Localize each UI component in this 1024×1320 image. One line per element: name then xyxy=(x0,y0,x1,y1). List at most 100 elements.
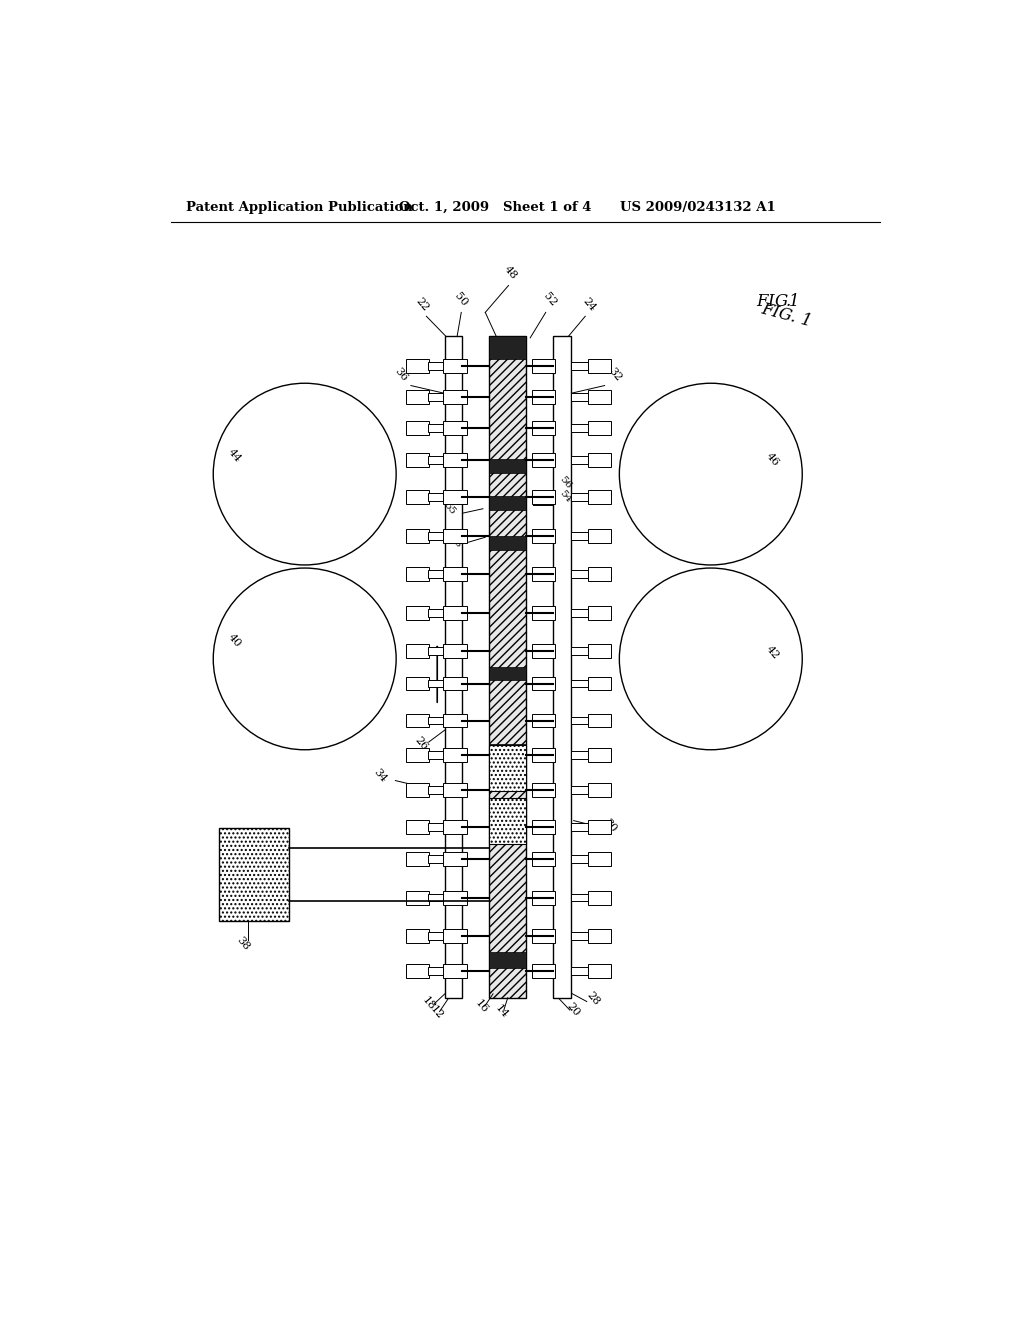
Bar xyxy=(489,797,526,843)
Bar xyxy=(570,680,588,688)
Bar xyxy=(407,568,429,581)
Text: 14: 14 xyxy=(494,1002,510,1020)
Bar xyxy=(570,647,588,655)
Bar xyxy=(588,677,611,690)
Bar xyxy=(570,494,588,502)
Bar xyxy=(407,453,429,467)
Text: 36: 36 xyxy=(392,367,410,384)
Bar xyxy=(531,748,555,762)
Bar xyxy=(588,644,611,659)
Bar xyxy=(443,891,467,904)
Bar xyxy=(428,647,445,655)
Bar xyxy=(443,644,467,659)
Bar xyxy=(489,496,526,510)
Bar xyxy=(570,717,588,725)
Text: 58: 58 xyxy=(447,533,463,549)
Bar xyxy=(570,855,588,863)
Text: 44: 44 xyxy=(226,447,244,465)
Bar xyxy=(407,783,429,797)
Text: 40: 40 xyxy=(226,632,244,649)
Text: 32: 32 xyxy=(606,367,624,384)
Circle shape xyxy=(620,383,802,565)
Bar xyxy=(443,359,467,374)
Bar xyxy=(570,570,588,578)
Bar xyxy=(489,743,526,759)
Bar xyxy=(428,570,445,578)
Text: 56: 56 xyxy=(557,475,572,491)
Bar xyxy=(443,421,467,434)
Text: 26: 26 xyxy=(413,734,429,752)
Bar xyxy=(531,490,555,504)
Bar xyxy=(407,606,429,619)
Bar xyxy=(570,894,588,902)
Bar xyxy=(570,393,588,401)
Bar xyxy=(588,359,611,374)
Bar xyxy=(531,783,555,797)
Bar xyxy=(531,929,555,942)
Bar xyxy=(588,783,611,797)
Bar xyxy=(531,644,555,659)
Text: 52: 52 xyxy=(542,290,558,309)
Bar xyxy=(588,421,611,434)
Bar xyxy=(443,783,467,797)
Text: 28: 28 xyxy=(585,990,601,1007)
Bar xyxy=(428,966,445,974)
Bar xyxy=(428,717,445,725)
Text: 34: 34 xyxy=(372,767,388,784)
Bar xyxy=(588,568,611,581)
Bar xyxy=(489,952,526,969)
Bar xyxy=(428,609,445,616)
Text: 18: 18 xyxy=(420,995,437,1012)
Bar xyxy=(407,359,429,374)
Text: .: . xyxy=(785,293,791,310)
Text: 38: 38 xyxy=(234,935,251,952)
Bar xyxy=(531,421,555,434)
Bar xyxy=(407,490,429,504)
Text: US 2009/0243132 A1: US 2009/0243132 A1 xyxy=(621,201,776,214)
Bar xyxy=(570,424,588,432)
Bar xyxy=(489,744,526,792)
Bar xyxy=(407,421,429,434)
Text: 48: 48 xyxy=(503,264,519,281)
Bar xyxy=(570,609,588,616)
Bar xyxy=(443,853,467,866)
Circle shape xyxy=(213,383,396,565)
Text: 42: 42 xyxy=(764,644,781,661)
Text: 22: 22 xyxy=(414,296,431,313)
Bar xyxy=(531,568,555,581)
Text: 20: 20 xyxy=(565,1001,582,1018)
Bar xyxy=(570,822,588,830)
Text: 16: 16 xyxy=(473,998,489,1015)
Bar xyxy=(570,751,588,759)
Bar xyxy=(531,529,555,543)
Bar xyxy=(428,822,445,830)
Bar xyxy=(531,891,555,904)
Bar xyxy=(570,785,588,793)
Bar xyxy=(407,714,429,727)
Bar xyxy=(428,894,445,902)
Circle shape xyxy=(620,568,802,750)
Bar xyxy=(443,490,467,504)
Bar xyxy=(588,529,611,543)
Bar xyxy=(443,391,467,404)
Bar xyxy=(428,751,445,759)
Bar xyxy=(531,820,555,834)
Bar xyxy=(428,457,445,465)
Text: Patent Application Publication: Patent Application Publication xyxy=(186,201,413,214)
Bar xyxy=(570,532,588,540)
Bar xyxy=(443,964,467,978)
Bar xyxy=(428,363,445,370)
Text: FIG. 1: FIG. 1 xyxy=(760,301,814,331)
Text: 12: 12 xyxy=(428,1005,444,1022)
Bar xyxy=(588,748,611,762)
Bar xyxy=(407,929,429,942)
Bar xyxy=(407,677,429,690)
Bar xyxy=(428,494,445,502)
Bar xyxy=(588,820,611,834)
Bar xyxy=(407,748,429,762)
Bar xyxy=(588,853,611,866)
Circle shape xyxy=(213,568,396,750)
Text: 55: 55 xyxy=(441,500,457,516)
Bar xyxy=(570,966,588,974)
Bar xyxy=(588,453,611,467)
